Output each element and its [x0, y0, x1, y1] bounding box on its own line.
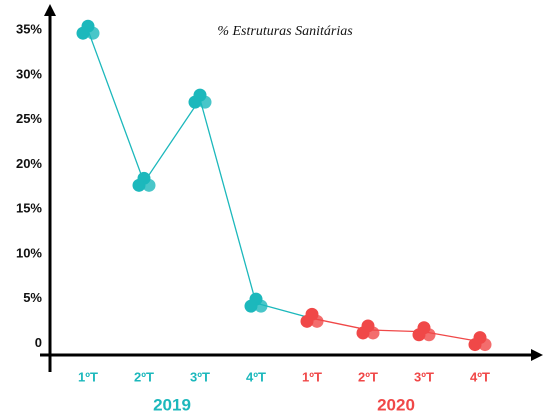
x-tick-label: 4ºT — [470, 369, 490, 384]
marker-lobe — [244, 299, 258, 313]
marker — [412, 321, 436, 342]
x-tick-label: 4ºT — [246, 369, 266, 384]
line — [87, 29, 257, 304]
x-tick-label: 3ºT — [414, 369, 434, 384]
x-tick-label: 2ºT — [134, 369, 154, 384]
marker-lobe — [356, 326, 370, 340]
group-label: 2020 — [377, 395, 415, 414]
marker-lobe — [478, 338, 492, 352]
marker-lobe — [254, 299, 268, 313]
y-tick-label: 10% — [16, 245, 42, 260]
marker-lobe — [310, 314, 324, 328]
marker-lobe — [142, 178, 156, 192]
x-axis-arrow — [531, 349, 543, 361]
marker — [188, 88, 212, 109]
marker — [76, 19, 100, 40]
marker-lobe — [188, 95, 202, 109]
y-tick-label: 5% — [23, 290, 42, 305]
marker-lobe — [468, 338, 482, 352]
marker-lobe — [86, 26, 100, 40]
marker — [300, 307, 324, 328]
y-tick-label: 15% — [16, 201, 42, 216]
marker-lobe — [300, 314, 314, 328]
y-tick-label: 25% — [16, 111, 42, 126]
y-tick-label: 35% — [16, 22, 42, 37]
line — [311, 317, 481, 343]
group-label: 2019 — [153, 395, 191, 414]
marker-lobe — [422, 328, 436, 342]
x-tick-label: 3ºT — [190, 369, 210, 384]
marker — [356, 319, 380, 340]
marker — [132, 171, 156, 192]
marker-lobe — [198, 95, 212, 109]
x-tick-label: 1ºT — [78, 369, 98, 384]
y-axis-arrow — [44, 4, 56, 16]
y-tick-label: 30% — [16, 66, 42, 81]
marker-lobe — [76, 26, 90, 40]
chart-title: % Estruturas Sanitárias — [217, 24, 353, 39]
y-tick-label: 0 — [35, 335, 42, 350]
marker — [244, 292, 268, 313]
y-tick-label: 20% — [16, 156, 42, 171]
marker-lobe — [132, 178, 146, 192]
marker-lobe — [412, 328, 426, 342]
x-tick-label: 2ºT — [358, 369, 378, 384]
marker-lobe — [366, 326, 380, 340]
marker — [468, 331, 492, 352]
x-tick-label: 1ºT — [302, 369, 322, 384]
